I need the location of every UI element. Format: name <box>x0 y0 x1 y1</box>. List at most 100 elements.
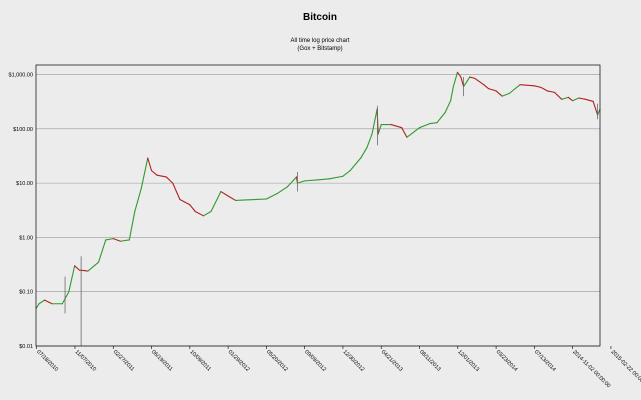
price-segment-down <box>474 77 485 86</box>
price-segment-up <box>35 303 40 309</box>
price-segment-up <box>342 170 351 177</box>
price-segment-up <box>349 157 362 172</box>
price-segment-down <box>578 97 587 100</box>
price-segment-down <box>179 198 191 206</box>
price-segment-down <box>194 210 205 217</box>
price-segment-up <box>450 86 454 102</box>
axes <box>35 64 612 349</box>
price-segment-down <box>390 123 403 129</box>
price-segment-down <box>519 84 535 87</box>
price-segment-up <box>463 76 471 88</box>
price-segment-down <box>592 100 599 116</box>
x-tick-label: 07/13/2014 <box>533 349 557 373</box>
price-segment-down <box>78 269 89 272</box>
price-segment-up <box>61 291 70 305</box>
price-segment-up <box>68 265 76 293</box>
price-segment-down <box>74 265 80 271</box>
price-segment-up <box>38 299 46 305</box>
price-segment-up <box>105 238 114 241</box>
price-segment-up <box>202 210 212 217</box>
price-segment-down <box>553 91 563 100</box>
price-segment-up <box>119 239 130 242</box>
price-segment-down <box>227 195 237 201</box>
price-segment-up <box>501 92 510 97</box>
price-segment-up <box>265 193 278 200</box>
chart-subtitle-line-2: (Gox + Bitstamp) <box>297 46 342 52</box>
price-segment-down <box>546 90 556 93</box>
x-tick-label: 12/30/2012 <box>342 349 366 373</box>
price-segment-up <box>371 108 378 135</box>
y-axis-tick-labels: $1,000.00 $100.00 $10.00 $1.00 $0.10 $0.01 <box>9 73 33 350</box>
price-segment-down <box>156 174 167 178</box>
x-axis-tick-labels: 07/18/2010 11/07/2010 02/27/2011 06/19/2011… <box>35 349 641 389</box>
x-tick-label: 07/18/2010 <box>35 349 59 373</box>
plot-frame <box>35 64 601 347</box>
x-tick-label: 04/21/2013 <box>380 349 404 373</box>
price-segment-up <box>360 147 368 159</box>
price-segment-down <box>43 299 53 305</box>
x-tick-label: 01/29/2012 <box>227 349 251 373</box>
price-segment-up <box>406 127 421 138</box>
chart-subtitle-line-1: All time log price chart <box>290 38 349 44</box>
price-segment-up <box>328 175 344 180</box>
x-tick-label: 03/23/2014 <box>495 349 519 373</box>
price-segment-down <box>469 76 476 79</box>
x-tick-label: 05/20/2012 <box>265 349 289 373</box>
price-series <box>35 71 601 346</box>
price-segment-up <box>304 179 320 182</box>
price-segment-up <box>418 123 431 129</box>
x-tick-label: 2015-02-22 00:00:00 <box>610 349 641 389</box>
price-segment-up <box>508 84 521 94</box>
y-tick-label: $1.00 <box>19 235 33 241</box>
price-segment-up <box>128 210 136 241</box>
price-segment-up <box>429 122 438 125</box>
x-tick-label: 2014-11-02 00:00:00 <box>571 349 611 389</box>
y-tick-label: $1,000.00 <box>9 73 33 79</box>
price-segment-up <box>296 180 306 184</box>
x-tick-label: 08/11/2013 <box>418 349 441 372</box>
price-segment-down <box>585 98 594 102</box>
price-segment-up <box>210 190 222 213</box>
price-segment-down <box>540 86 548 92</box>
price-segment-up <box>140 157 149 189</box>
price-segment-down <box>112 238 121 242</box>
price-segment-down <box>483 84 490 90</box>
price-segment-down <box>456 71 462 78</box>
gridlines <box>36 74 600 347</box>
price-segment-down <box>533 85 542 88</box>
price-segment-down <box>165 176 174 184</box>
x-tick-label: 06/19/2011 <box>150 349 173 372</box>
price-segment-up <box>134 187 142 213</box>
price-segment-up <box>377 123 382 135</box>
price-segment-up <box>366 133 373 149</box>
price-segment-up <box>444 100 452 114</box>
price-segment-down <box>147 157 153 172</box>
x-tick-label: 09/09/2012 <box>303 349 327 373</box>
y-tick-label: $0.01 <box>19 344 33 350</box>
price-segment-up <box>286 176 298 188</box>
price-segment-up <box>276 186 288 195</box>
price-segment-down <box>567 96 574 102</box>
price-segment-down <box>460 76 465 88</box>
x-tick-label: 10/09/2011 <box>188 349 211 372</box>
price-segment-down <box>150 170 158 176</box>
price-segment-up <box>572 97 580 102</box>
price-segment-up <box>436 111 446 124</box>
x-tick-label: 11/07/2010 <box>74 349 97 372</box>
y-tick-label: $10.00 <box>16 181 33 187</box>
price-segment-down <box>220 190 229 197</box>
price-segment-up <box>87 261 100 272</box>
price-segment-up <box>318 178 330 181</box>
x-tick-label: 12/01/2013 <box>456 349 480 373</box>
price-segment-up <box>452 71 459 88</box>
chart-title: Bitcoin <box>303 12 337 23</box>
price-segment-up <box>561 96 569 100</box>
y-tick-label: $0.10 <box>19 290 33 296</box>
price-segment-up <box>98 239 107 263</box>
x-tick-label: 02/27/2011 <box>112 349 135 372</box>
y-tick-label: $100.00 <box>13 127 33 133</box>
price-segment-down <box>401 127 408 138</box>
price-segment-down <box>488 88 497 92</box>
price-segment-down <box>189 204 196 213</box>
